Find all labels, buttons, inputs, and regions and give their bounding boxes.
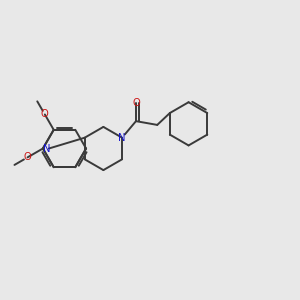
Text: N: N <box>43 143 50 154</box>
Text: O: O <box>132 98 140 108</box>
Text: N: N <box>118 133 126 143</box>
Text: O: O <box>41 110 49 119</box>
Text: O: O <box>24 152 32 162</box>
